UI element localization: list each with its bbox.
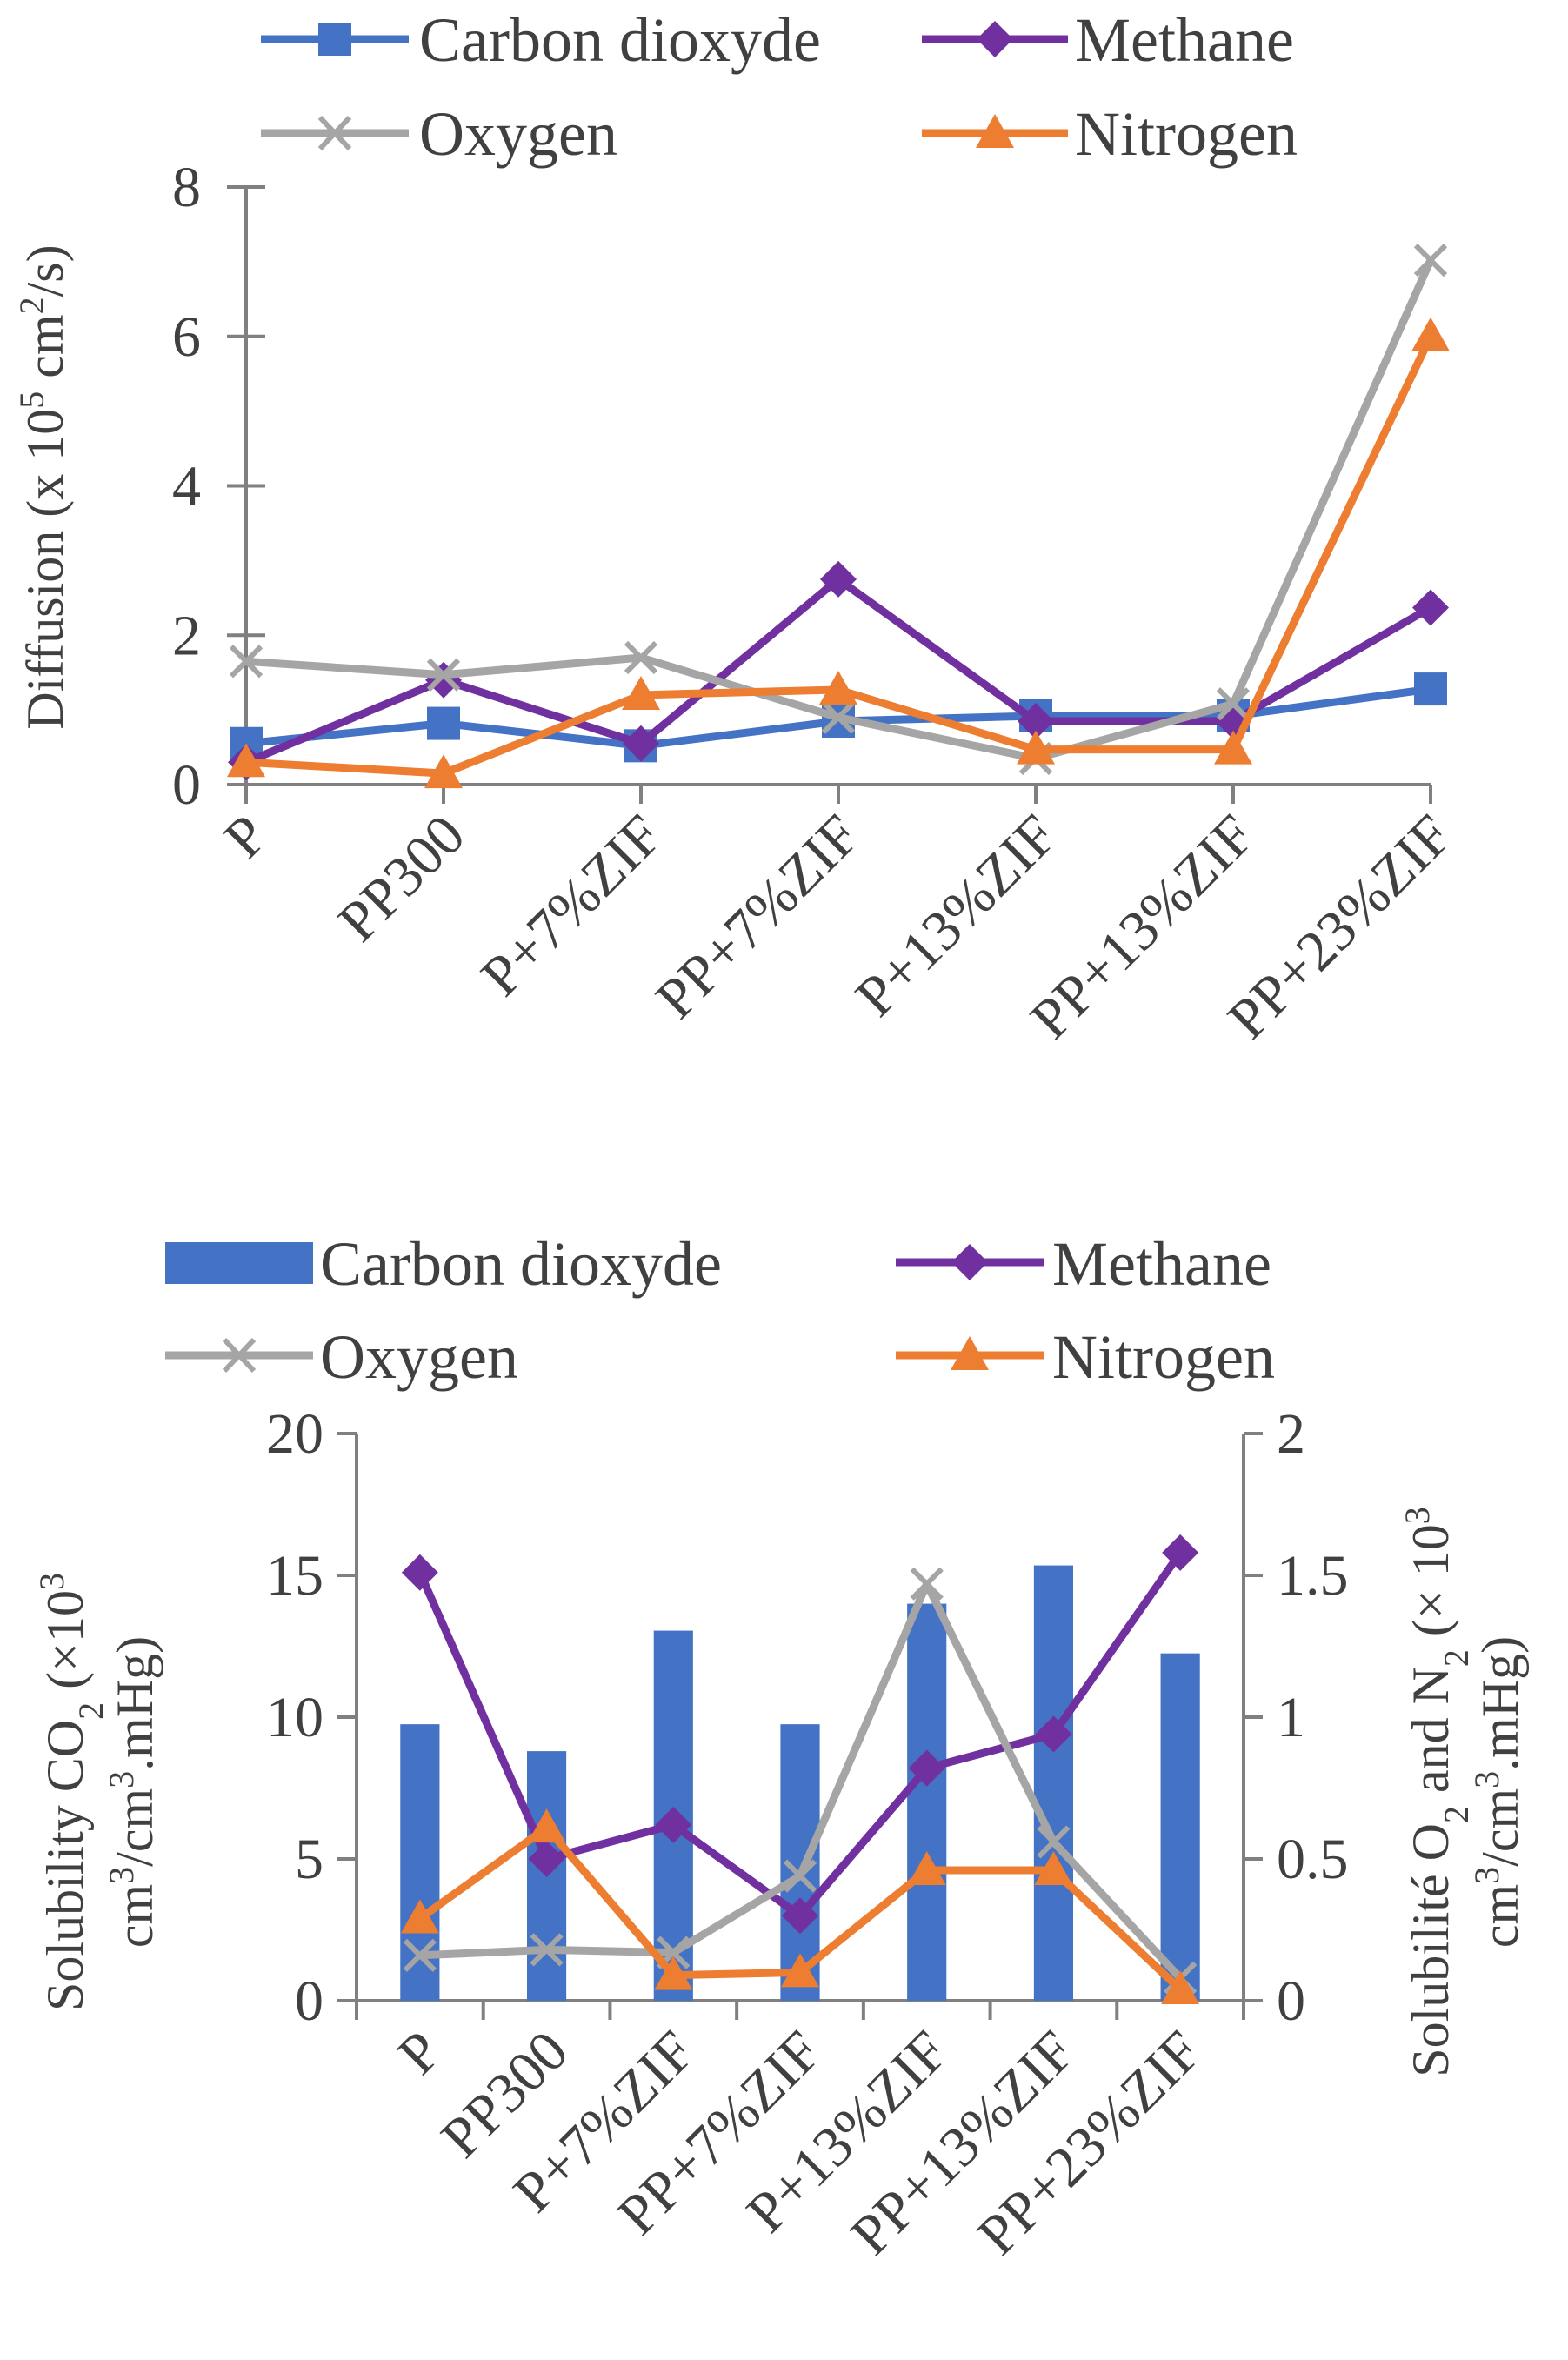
x-tick-label: PP+7%ZIF bbox=[644, 803, 872, 1031]
data-point bbox=[820, 560, 857, 598]
data-point bbox=[1017, 730, 1055, 765]
series-nitrogen bbox=[400, 1808, 1200, 2004]
series-nitrogen bbox=[227, 317, 1450, 789]
y-tick-label: 8 bbox=[172, 156, 201, 219]
data-point bbox=[403, 1938, 437, 1972]
data-point bbox=[1161, 1969, 1200, 2004]
y-tick-label-left: 0 bbox=[295, 1969, 324, 2033]
bar-carbon-dioxyde bbox=[1033, 1565, 1074, 2001]
x-tick-label: P+7%ZIF bbox=[469, 803, 674, 1008]
data-point bbox=[1412, 589, 1449, 626]
legend-label-nitrogen: Nitrogen bbox=[1075, 99, 1298, 169]
data-point bbox=[624, 640, 658, 675]
data-point bbox=[424, 754, 463, 789]
data-point bbox=[227, 743, 265, 778]
data-point bbox=[400, 1899, 439, 1934]
data-point bbox=[1037, 1825, 1071, 1859]
legend-top: Carbon dioxyde Methane Oxygen Nitrogen bbox=[261, 5, 1298, 169]
y-tick-label: 2 bbox=[172, 604, 201, 667]
legend-item-oxygen: Oxygen bbox=[165, 1322, 518, 1392]
data-point bbox=[1162, 1534, 1199, 1571]
y-axis-title-left: Solubility CO2 (×103 cm3/cm3.mHg) bbox=[32, 1573, 164, 2011]
y-tick-label-left: 5 bbox=[295, 1828, 324, 1891]
data-point bbox=[907, 1851, 946, 1886]
data-point bbox=[1216, 687, 1251, 721]
data-point bbox=[655, 1806, 692, 1843]
data-point bbox=[401, 1554, 438, 1591]
y-tick-label-left: 15 bbox=[266, 1544, 324, 1608]
data-point bbox=[910, 1567, 944, 1601]
data-point bbox=[528, 1841, 565, 1877]
legend-top: Carbon dioxyde Methane Oxygen Nitrogen bbox=[165, 1229, 1275, 1392]
data-point bbox=[908, 1749, 945, 1787]
x-tick-label: PP300 bbox=[326, 803, 477, 954]
diffusion-chart: Carbon dioxyde Methane Oxygen Nitrogen D… bbox=[12, 5, 1465, 1051]
legend-label-oxygen: Oxygen bbox=[419, 99, 617, 169]
svg-text:cm3/cm3.mHg): cm3/cm3.mHg) bbox=[102, 1636, 164, 1948]
svg-text:Solubility CO2 (×103: Solubility CO2 (×103 bbox=[32, 1573, 110, 2011]
legend-label-carbon-dioxyde: Carbon dioxyde bbox=[320, 1229, 722, 1299]
bar-carbon-dioxyde bbox=[907, 1603, 947, 2001]
data-point bbox=[781, 1953, 819, 1988]
y-axis-title: Diffusion (x 105 cm2/s) bbox=[12, 244, 75, 729]
data-point bbox=[821, 700, 856, 734]
legend-item-oxygen: Oxygen bbox=[261, 99, 617, 169]
bar-carbon-dioxyde bbox=[400, 1724, 440, 2001]
series-oxygen bbox=[229, 244, 1448, 776]
legend-item-nitrogen: Nitrogen bbox=[922, 99, 1298, 169]
legend-label-carbon-dioxyde: Carbon dioxyde bbox=[419, 5, 821, 75]
solubility-chart: Carbon dioxyde Methane Oxygen Nitrogen S… bbox=[32, 1229, 1530, 2267]
data-point bbox=[1018, 703, 1054, 740]
y-axis-title-right: Solubilité O2 and N2 (× 103 cm3/cm3.mHg) bbox=[1398, 1507, 1530, 2076]
bar-carbon-dioxyde bbox=[1160, 1653, 1200, 2001]
data-point bbox=[1035, 1715, 1072, 1753]
legend-label-nitrogen: Nitrogen bbox=[1052, 1322, 1275, 1392]
data-point bbox=[622, 675, 660, 710]
y-tick-label-right: 0 bbox=[1277, 1969, 1305, 2033]
legend-item-nitrogen: Nitrogen bbox=[896, 1322, 1275, 1392]
data-point bbox=[1413, 244, 1448, 277]
legend-label-oxygen: Oxygen bbox=[320, 1322, 518, 1392]
y-tick-label-right: 1 bbox=[1277, 1686, 1305, 1749]
y-tick-label: 6 bbox=[172, 305, 201, 369]
y-tick-label-left: 10 bbox=[266, 1686, 324, 1749]
data-point bbox=[530, 1933, 564, 1967]
data-point bbox=[527, 1808, 566, 1843]
data-point bbox=[782, 1897, 818, 1935]
y-tick-label-right: 2 bbox=[1277, 1402, 1305, 1466]
data-point bbox=[425, 661, 462, 699]
legend-item-methane: Methane bbox=[922, 5, 1294, 75]
legend-label-methane: Methane bbox=[1075, 5, 1294, 75]
y-tick-label-left: 20 bbox=[266, 1402, 324, 1466]
legend-item-carbon-dioxyde: Carbon dioxyde bbox=[261, 5, 821, 75]
legend-item-methane: Methane bbox=[896, 1229, 1271, 1299]
svg-text:Solubilité O2 and N2 (× 103: Solubilité O2 and N2 (× 103 bbox=[1398, 1507, 1476, 2076]
y-tick-label-right: 1.5 bbox=[1277, 1544, 1349, 1608]
x-tick-label: P bbox=[212, 803, 280, 871]
data-point bbox=[426, 658, 461, 692]
legend-item-carbon-dioxyde: Carbon dioxyde bbox=[165, 1229, 722, 1299]
data-point bbox=[1034, 1851, 1073, 1886]
data-point bbox=[783, 1859, 817, 1893]
data-point bbox=[819, 670, 857, 705]
data-point bbox=[1414, 672, 1447, 706]
data-point bbox=[229, 645, 264, 679]
data-point bbox=[427, 706, 460, 740]
data-point bbox=[1411, 317, 1450, 351]
legend-label-methane: Methane bbox=[1052, 1229, 1271, 1299]
data-point bbox=[623, 725, 659, 762]
data-point bbox=[1214, 730, 1252, 765]
x-tick-label: P bbox=[386, 2019, 454, 2087]
y-tick-label: 0 bbox=[172, 753, 201, 817]
svg-text:cm3/cm3.mHg): cm3/cm3.mHg) bbox=[1467, 1636, 1530, 1948]
series-methane bbox=[401, 1534, 1199, 1935]
y-tick-label-right: 0.5 bbox=[1277, 1828, 1349, 1891]
data-point bbox=[654, 1956, 693, 1990]
y-tick-label: 4 bbox=[172, 455, 201, 518]
